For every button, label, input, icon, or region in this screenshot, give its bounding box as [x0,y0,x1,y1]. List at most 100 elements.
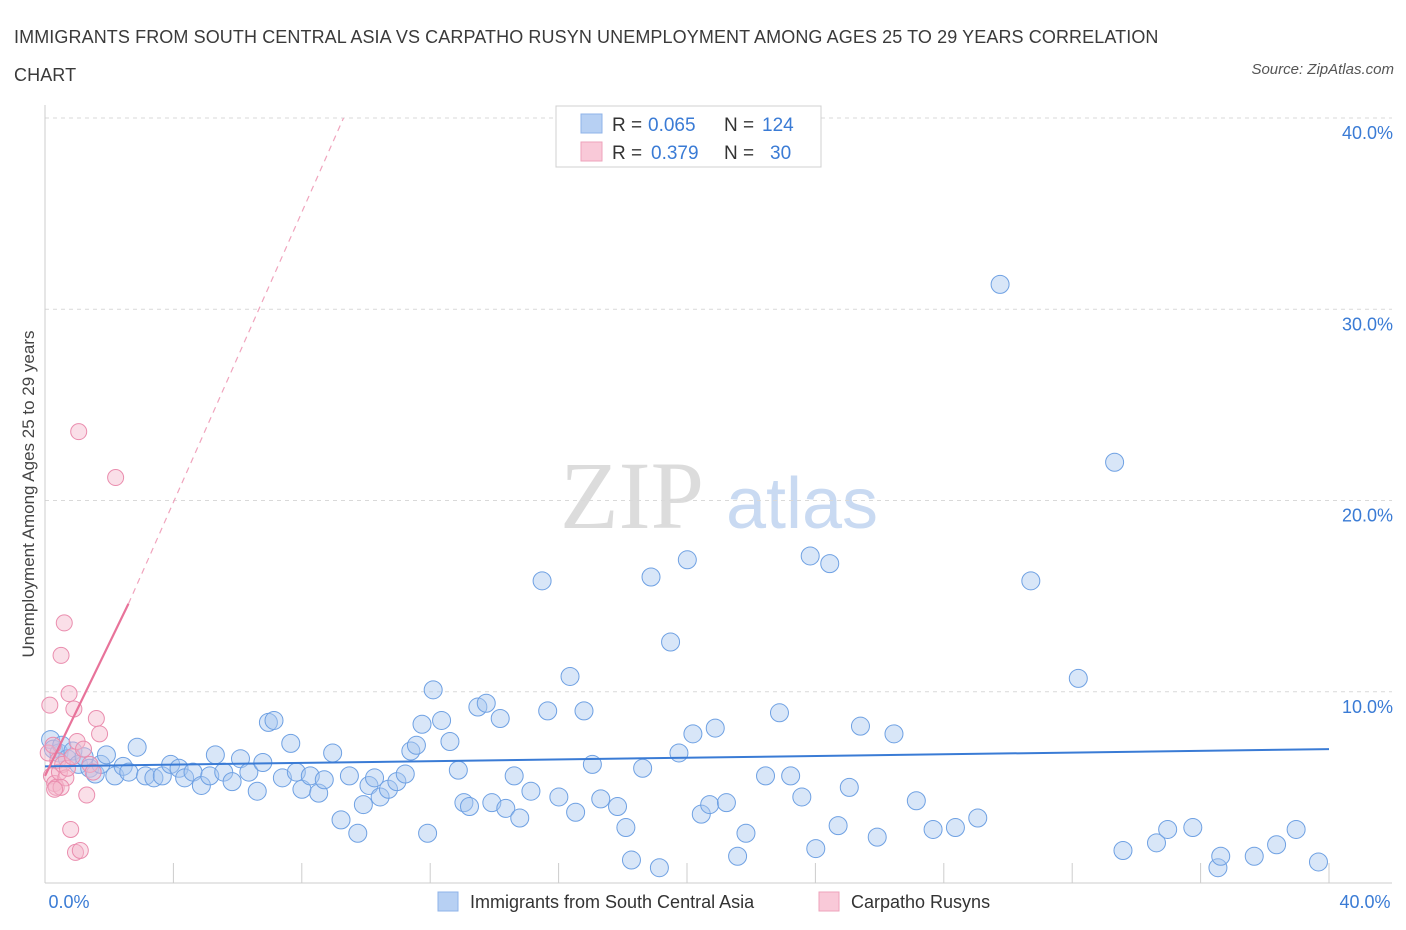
point-carpatho-25 [87,710,105,728]
y-tick-label-40: 40.0% [1342,123,1393,143]
legend-swatch-pink [580,141,603,162]
point-immigrants-118 [1208,858,1228,878]
point-immigrants-123 [1308,852,1328,872]
point-immigrants-78 [608,797,628,816]
point-immigrants-68 [510,808,530,828]
point-immigrants-58 [440,731,460,751]
point-immigrants-115 [1146,833,1166,853]
trend-line-immigrants [44,748,1330,768]
point-immigrants-69 [521,781,541,801]
point-immigrants-108 [945,818,965,838]
point-immigrants-41 [323,743,343,763]
point-immigrants-30 [247,781,267,801]
point-immigrants-61 [459,797,479,816]
point-immigrants-119 [1211,846,1231,866]
point-immigrants-45 [353,795,373,815]
point-immigrants-82 [641,567,661,587]
point-immigrants-92 [728,846,748,866]
point-carpatho-13 [60,685,78,703]
point-immigrants-104 [867,827,887,847]
legend-r-label-2: R = [612,143,642,164]
point-immigrants-107 [923,819,943,839]
point-immigrants-96 [781,766,801,786]
point-immigrants-52 [401,741,421,761]
grid-lines [45,117,1392,693]
point-immigrants-113 [1105,452,1125,472]
point-immigrants-34 [272,768,292,788]
trend-line-carpatho-extension [127,117,345,605]
point-carpatho-1 [41,696,59,714]
point-immigrants-71 [538,701,558,721]
bottom-legend-swatch-pink [818,891,840,912]
point-carpatho-29 [46,780,64,798]
point-immigrants-111 [1021,571,1041,591]
y-tick-labels: 10.0% 20.0% 30.0% 40.0% [1342,123,1393,717]
bottom-legend: Immigrants from South Central Asia Carpa… [437,891,990,912]
point-immigrants-35 [281,733,301,753]
legend-n-value-1: 124 [762,115,794,136]
point-immigrants-25 [205,745,225,765]
point-immigrants-66 [496,798,516,818]
point-immigrants-87 [683,724,703,744]
point-immigrants-79 [616,818,636,838]
point-carpatho-28 [52,778,70,796]
point-immigrants-101 [828,816,848,836]
point-immigrants-33 [264,710,284,730]
point-immigrants-109 [968,808,988,828]
point-carpatho-26 [91,725,109,743]
series-carpatho-points [39,423,125,861]
x-tick-label-min: 0.0% [48,892,89,912]
point-immigrants-51 [395,764,415,784]
y-tick-label-10: 10.0% [1342,697,1393,717]
point-immigrants-40 [314,770,334,790]
point-carpatho-8 [52,646,70,664]
x-tick-marks [172,863,1330,883]
point-immigrants-15 [127,737,147,757]
point-immigrants-57 [432,710,452,730]
point-immigrants-59 [448,760,468,780]
point-immigrants-84 [661,632,681,652]
point-immigrants-56 [423,680,443,700]
point-carpatho-20 [71,841,89,859]
point-immigrants-86 [677,550,697,570]
point-immigrants-85 [669,743,689,763]
point-carpatho-10 [55,614,73,632]
point-immigrants-120 [1244,846,1264,866]
watermark-zip: ZIP [560,442,704,549]
trend-line-carpatho [44,603,130,777]
point-immigrants-80 [621,850,641,870]
point-immigrants-116 [1158,819,1178,839]
point-carpatho-22 [78,786,96,804]
point-immigrants-100 [820,554,840,574]
point-immigrants-103 [850,716,870,736]
point-carpatho-27 [107,469,125,487]
point-immigrants-60 [454,793,474,813]
point-carpatho-21 [75,740,93,758]
trend-lines [44,117,1330,777]
point-immigrants-48 [370,787,390,807]
bottom-legend-label-immigrants: Immigrants from South Central Asia [470,892,755,912]
point-immigrants-65 [490,709,510,729]
legend-swatch-blue [580,113,603,134]
legend-r-value-2: 0.379 [651,143,699,164]
legend-n-label-1: N = [724,115,754,136]
point-immigrants-121 [1267,835,1287,855]
point-immigrants-81 [633,758,653,778]
x-tick-label-max: 40.0% [1339,892,1390,912]
point-immigrants-91 [716,793,736,813]
point-immigrants-49 [379,779,399,799]
point-immigrants-106 [906,791,926,811]
point-immigrants-114 [1113,840,1133,860]
point-immigrants-47 [365,768,385,788]
point-immigrants-90 [705,718,725,738]
chart-source: Source: ZipAtlas.com [1251,61,1394,78]
point-immigrants-77 [591,789,611,809]
point-immigrants-95 [769,703,789,723]
y-tick-label-20: 20.0% [1342,506,1393,526]
point-immigrants-99 [806,839,826,859]
point-immigrants-73 [560,666,580,686]
point-immigrants-53 [406,735,426,755]
point-immigrants-67 [504,766,524,786]
bottom-legend-swatch-blue [437,891,459,912]
